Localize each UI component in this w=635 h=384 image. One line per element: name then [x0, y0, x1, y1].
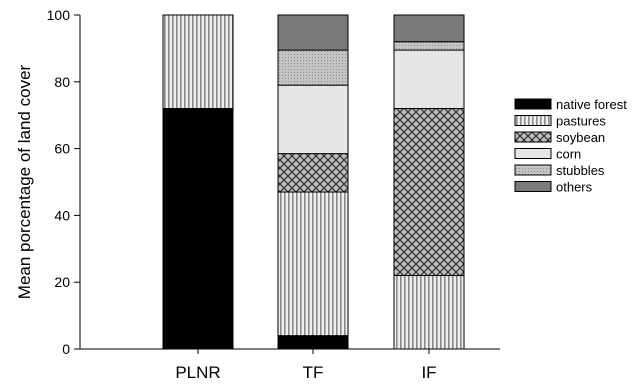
- bar-if-others: [393, 14, 465, 43]
- y-tick-label: 100: [47, 7, 71, 23]
- legend-label-soybean: soybean: [556, 130, 605, 145]
- bar-if-stubbles: [393, 41, 465, 51]
- bar-tf-pastures: [277, 191, 349, 337]
- legend-label-pastures: pastures: [556, 114, 606, 129]
- legend-swatch-stubbles: [514, 164, 552, 176]
- bar-plnr-pastures: [162, 14, 234, 110]
- legend-swatch-corn: [514, 148, 552, 159]
- x-tick-label-tf: TF: [303, 363, 324, 382]
- bar-tf-others: [277, 14, 349, 51]
- legend-swatch-native-forest: [514, 98, 552, 110]
- x-tick-label-if: IF: [421, 363, 436, 382]
- legend-label-corn: corn: [556, 147, 581, 162]
- y-axis-title: Mean porcentage of land cover: [15, 64, 34, 299]
- y-tick-label: 40: [54, 207, 70, 223]
- y-tick-label: 80: [54, 74, 70, 90]
- legend-swatch-pastures: [514, 115, 552, 126]
- legend-label-stubbles: stubbles: [556, 163, 605, 178]
- y-tick-label: 20: [54, 274, 70, 290]
- legend-label-native-forest: native forest: [556, 97, 627, 112]
- legend-swatch-soybean: [514, 131, 552, 143]
- bar-tf-soybean: [277, 153, 349, 193]
- bar-if-pastures: [393, 275, 465, 350]
- legend-swatch-others: [514, 181, 552, 192]
- y-tick-label: 0: [62, 341, 70, 357]
- y-tick-label: 60: [54, 141, 70, 157]
- bar-tf-stubbles: [277, 49, 349, 86]
- legend-label-others: others: [556, 180, 593, 195]
- x-tick-label-plnr: PLNR: [175, 363, 220, 382]
- bar-if-soybean: [393, 108, 465, 277]
- bar-tf-corn: [277, 84, 349, 155]
- bar-tf-native-forest: [277, 335, 349, 350]
- bar-if-corn: [393, 49, 465, 110]
- bar-plnr-native-forest: [162, 108, 234, 350]
